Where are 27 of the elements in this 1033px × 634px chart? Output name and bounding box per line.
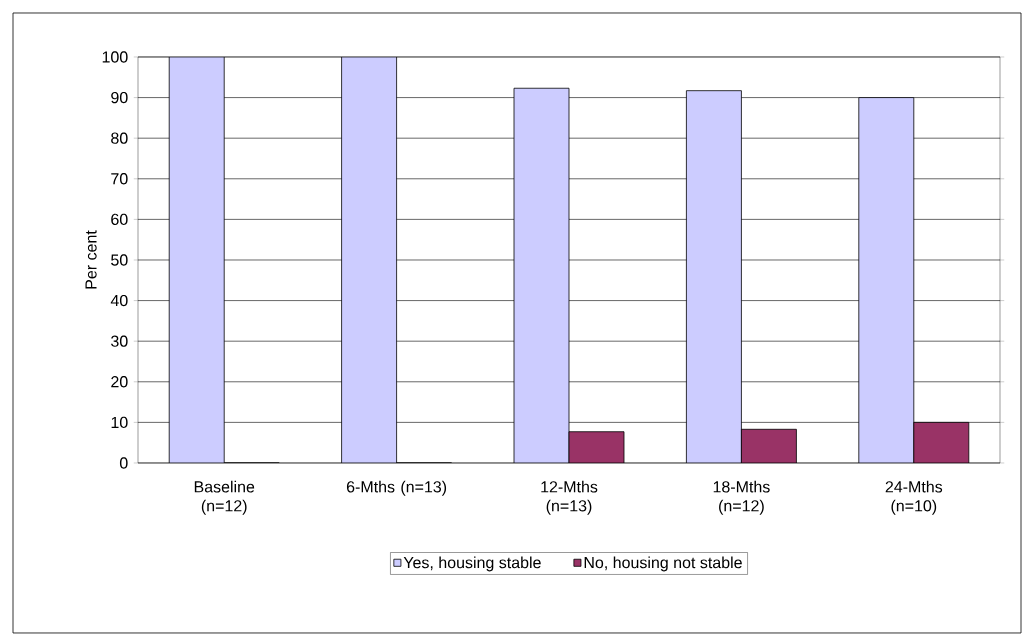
y-tick-label: 90 bbox=[111, 91, 128, 104]
y-tick-label: 30 bbox=[111, 335, 128, 347]
y-tick-label: 80 bbox=[111, 132, 128, 144]
y-tick-label: 10 bbox=[111, 416, 128, 429]
y-tick-label: 100 bbox=[102, 51, 128, 63]
x-tick-label: 12-Mths (n=13) bbox=[541, 480, 598, 515]
y-tick-label: 40 bbox=[110, 294, 128, 307]
y-tick-label: 50 bbox=[111, 254, 128, 266]
legend-label: No, housing not stable bbox=[584, 556, 742, 572]
y-axis-title: Per cent bbox=[85, 230, 97, 289]
bar bbox=[513, 87, 570, 463]
x-tick-label: 6-Mths (n=13) bbox=[346, 480, 447, 496]
y-tick-label: 70 bbox=[111, 173, 128, 185]
bar bbox=[913, 421, 970, 463]
bar bbox=[741, 428, 797, 463]
bar bbox=[169, 56, 225, 463]
bar bbox=[568, 431, 625, 463]
bar bbox=[341, 56, 398, 463]
y-tick-label: 60 bbox=[111, 213, 128, 226]
y-tick-label: 20 bbox=[111, 376, 128, 388]
y-tick-label: 0 bbox=[119, 457, 128, 469]
x-tick-label: 24-Mths (n=10) bbox=[885, 480, 943, 515]
bar bbox=[858, 97, 915, 463]
legend-label: Yes, housing stable bbox=[403, 556, 541, 572]
x-tick-label: Baseline (n=12) bbox=[194, 480, 255, 515]
x-tick-label: 18-Mths (n=12) bbox=[713, 480, 770, 515]
bar bbox=[686, 90, 742, 463]
